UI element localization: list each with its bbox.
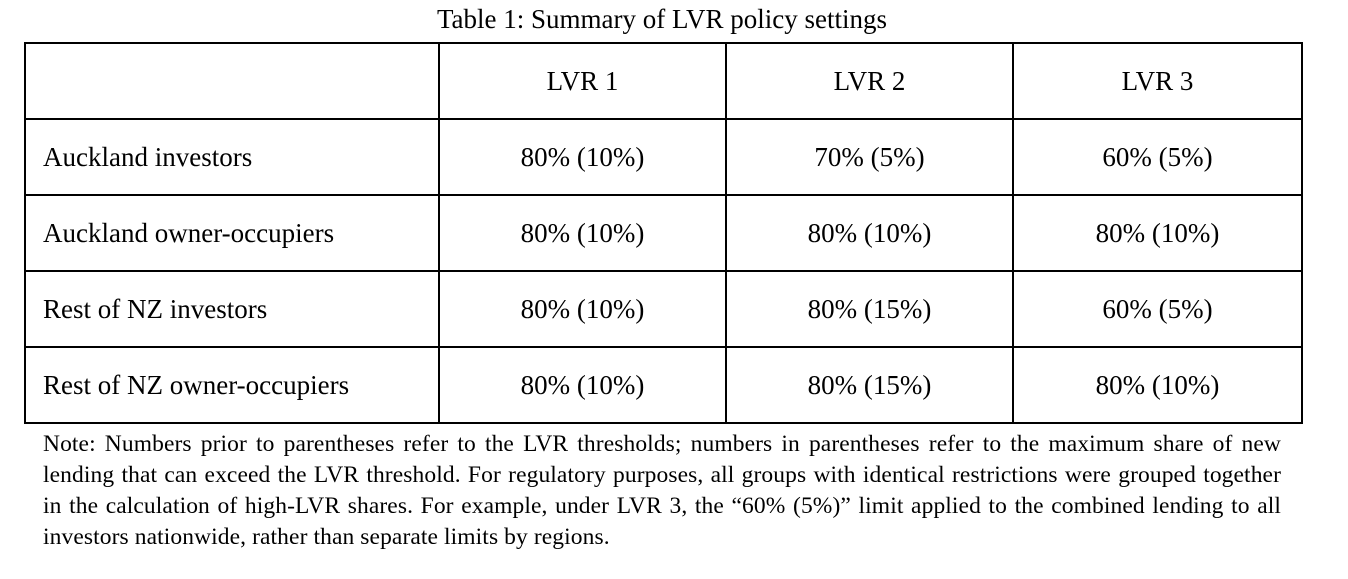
table-cell: 80% (10%) (438, 194, 727, 272)
table-cell: 80% (10%) (1012, 194, 1303, 272)
table-row: Rest of NZ owner-occupiers 80% (10%) 80%… (24, 346, 1303, 424)
table-cell: 80% (10%) (438, 346, 727, 424)
corner-header-cell (24, 42, 440, 120)
row-label: Auckland owner-occupiers (24, 194, 440, 272)
row-label: Rest of NZ owner-occupiers (24, 346, 440, 424)
table-note: Note: Numbers prior to parentheses refer… (43, 431, 1281, 550)
table-header-row: LVR 1 LVR 2 LVR 3 (24, 42, 1303, 120)
table-cell: 80% (10%) (725, 194, 1014, 272)
table-row: Auckland investors 80% (10%) 70% (5%) 60… (24, 118, 1303, 196)
table-cell: 80% (15%) (725, 346, 1014, 424)
table-row: Auckland owner-occupiers 80% (10%) 80% (… (24, 194, 1303, 272)
table-cell: 80% (10%) (438, 270, 727, 348)
table-cell: 80% (15%) (725, 270, 1014, 348)
table-cell: 80% (10%) (438, 118, 727, 196)
table-cell: 60% (5%) (1012, 118, 1303, 196)
column-header-lvr-3: LVR 3 (1012, 42, 1303, 120)
row-label: Rest of NZ investors (24, 270, 440, 348)
table-cell: 60% (5%) (1012, 270, 1303, 348)
table-caption: Table 1: Summary of LVR policy settings (436, 4, 888, 34)
table-row: Rest of NZ investors 80% (10%) 80% (15%)… (24, 270, 1303, 348)
table-cell: 70% (5%) (725, 118, 1014, 196)
row-label: Auckland investors (24, 118, 440, 196)
table-cell: 80% (10%) (1012, 346, 1303, 424)
column-header-lvr-2: LVR 2 (725, 42, 1014, 120)
column-header-lvr-1: LVR 1 (438, 42, 727, 120)
lvr-policy-table: LVR 1 LVR 2 LVR 3 Auckland investors 80%… (24, 42, 1303, 424)
